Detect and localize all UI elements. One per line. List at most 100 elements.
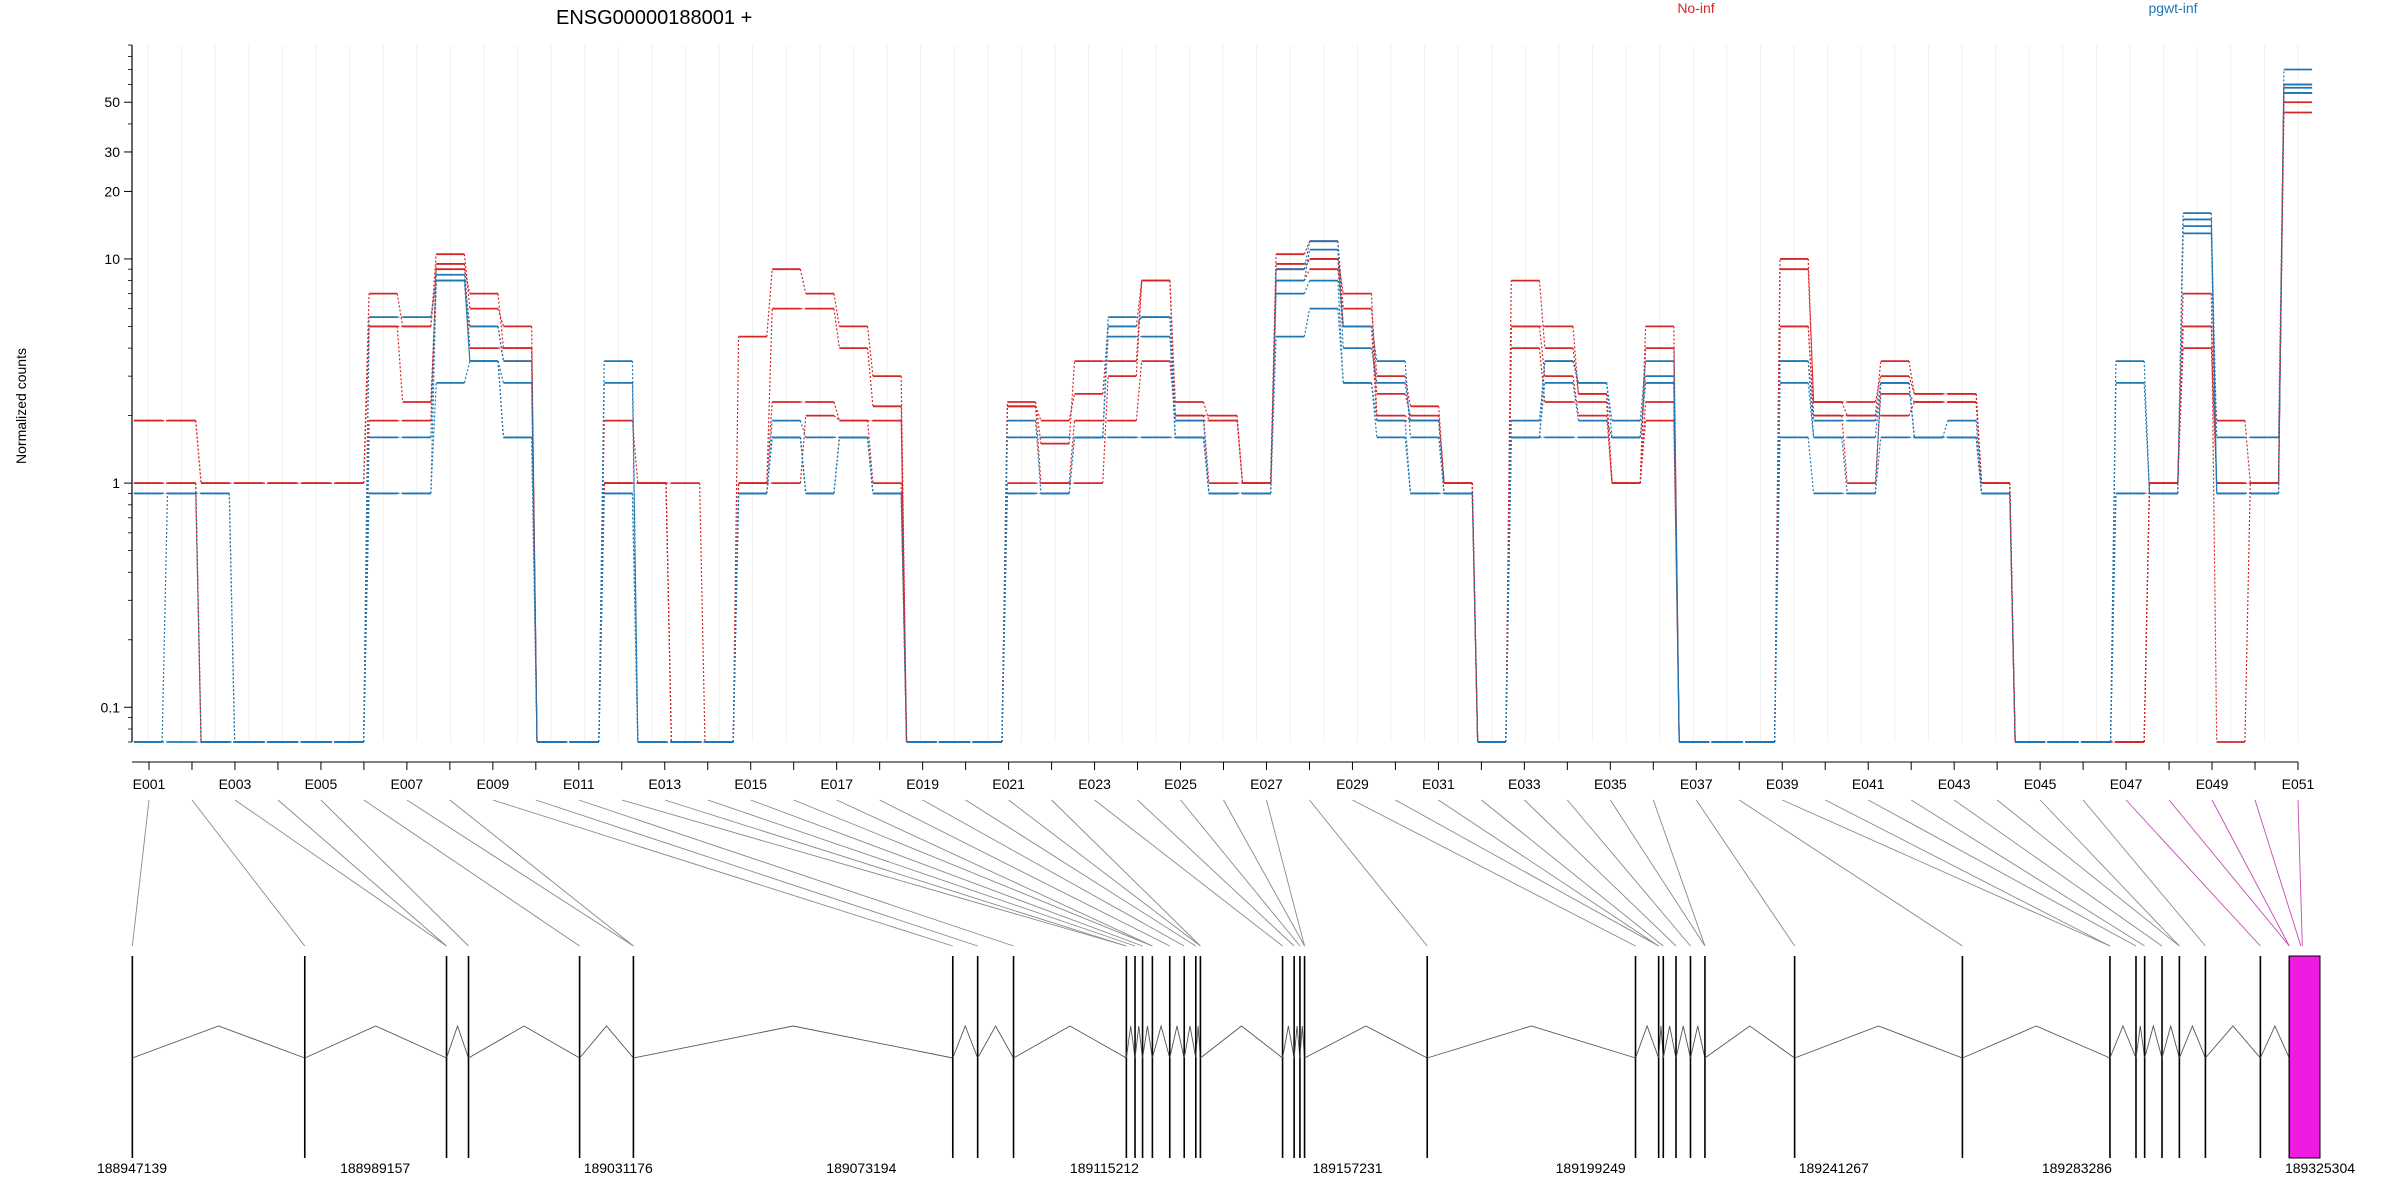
exon-connector — [1309, 799, 1428, 947]
series-transition — [631, 420, 639, 484]
series-transition — [1908, 401, 1915, 416]
y-axis: 0.1 1 10 20 30 50 — [101, 44, 133, 743]
series-transition — [195, 420, 202, 484]
x-tick-label: E021 — [992, 776, 1025, 792]
series-transition — [1942, 420, 1949, 438]
series-transition — [463, 360, 471, 383]
series-transition — [1404, 437, 1412, 494]
x-tick-label: E045 — [2024, 776, 2057, 792]
intron-line — [1690, 1025, 1706, 1059]
y-tick-label: 1 — [112, 475, 120, 491]
series-transition — [1370, 326, 1378, 362]
x-tick-label: E039 — [1766, 776, 1799, 792]
series-transition — [598, 493, 605, 743]
series-transition — [1639, 361, 1647, 421]
intron-line — [2109, 1024, 2137, 1059]
intron-line — [2161, 1024, 2180, 1059]
intron-line — [1151, 1024, 1171, 1059]
series-transition — [2177, 348, 2184, 484]
coordinate-label: 189031176 — [584, 1160, 653, 1176]
series-transition — [2109, 493, 2117, 743]
series-transition — [1975, 437, 1983, 494]
exon-connector — [2125, 799, 2261, 947]
series-transition — [1606, 401, 1613, 484]
x-tick-label: E049 — [2196, 776, 2229, 792]
series-transition — [1337, 249, 1344, 349]
series-transition — [1169, 280, 1176, 416]
x-tick-label: E003 — [219, 776, 252, 792]
intron-line — [132, 1025, 305, 1059]
series-transition — [1337, 308, 1344, 383]
intron-line — [579, 1025, 634, 1059]
exon-connector — [320, 799, 469, 947]
series-transition — [1202, 437, 1210, 494]
exon-connector — [277, 799, 447, 947]
exon-connector — [1782, 799, 2111, 947]
exon-connector — [2082, 799, 2206, 947]
series-transition — [1572, 326, 1580, 394]
series-transition — [1337, 258, 1344, 294]
series-transition — [833, 293, 840, 327]
coordinate-label: 189073194 — [826, 1160, 896, 1176]
series-transition — [1874, 393, 1882, 484]
intron-line — [1125, 1025, 1136, 1059]
series-transition — [1034, 420, 1042, 494]
x-tick-label: E033 — [1508, 776, 1541, 792]
x-tick-label: E035 — [1594, 776, 1627, 792]
series-transition — [799, 437, 807, 494]
series-transition — [531, 326, 538, 743]
x-tick-label: E005 — [305, 776, 338, 792]
series-transition — [2009, 483, 2016, 743]
series-transition — [1034, 401, 1042, 444]
series-transition — [2177, 233, 2184, 494]
intron-line — [304, 1025, 447, 1059]
intron-line — [1704, 1025, 1795, 1059]
series-transition — [497, 293, 505, 349]
x-tick-label: E027 — [1250, 776, 1283, 792]
exon-connector — [879, 799, 1170, 947]
series-transition — [1303, 308, 1311, 337]
x-tick-label: E031 — [1422, 776, 1455, 792]
coordinate-label: 188947139 — [97, 1160, 167, 1176]
coordinate-label: 189157231 — [1313, 1160, 1383, 1176]
series-transition — [1505, 348, 1512, 743]
intron-line — [2144, 1024, 2163, 1059]
intron-line — [1013, 1025, 1127, 1059]
exon-connector — [131, 799, 150, 947]
exon-connector — [363, 799, 580, 947]
series-transition — [1774, 437, 1781, 743]
series-transition — [900, 483, 908, 743]
series-transition — [161, 493, 169, 743]
series-transition — [1135, 280, 1143, 362]
coordinate-label: 189325304 — [2285, 1160, 2355, 1176]
intron-line — [1200, 1025, 1283, 1059]
intron-line — [1427, 1025, 1636, 1059]
legend-entry-pgwt-inf: pgwt-inf — [2148, 0, 2197, 16]
series-transition — [1538, 280, 1546, 349]
intron-line — [1293, 1025, 1301, 1059]
intron-line — [1662, 1025, 1677, 1059]
series-transition — [1807, 326, 1815, 416]
series-transition — [1337, 258, 1344, 327]
series-transition — [228, 493, 236, 743]
intron-line — [1282, 1025, 1295, 1059]
series-transition — [1370, 348, 1378, 383]
exon-connector — [1739, 799, 1963, 947]
series-layer — [133, 68, 2313, 743]
series-transition — [463, 274, 471, 362]
x-tick-label: E023 — [1078, 776, 1111, 792]
x-tick-label: E051 — [2282, 776, 2315, 792]
series-transition — [1001, 493, 1008, 743]
x-tick-label: E015 — [734, 776, 767, 792]
series-transition — [1874, 437, 1882, 494]
exon-connector — [922, 799, 1185, 947]
series-transition — [766, 401, 773, 484]
exon-connector — [2211, 799, 2290, 947]
intron-line — [2178, 1024, 2206, 1059]
series-transition — [2177, 293, 2184, 484]
exon-connector — [1524, 799, 1677, 947]
exon-connector — [1481, 799, 1664, 947]
series-transition — [1807, 382, 1815, 438]
series-transition — [1673, 361, 1680, 743]
series-transition — [1639, 401, 1647, 484]
